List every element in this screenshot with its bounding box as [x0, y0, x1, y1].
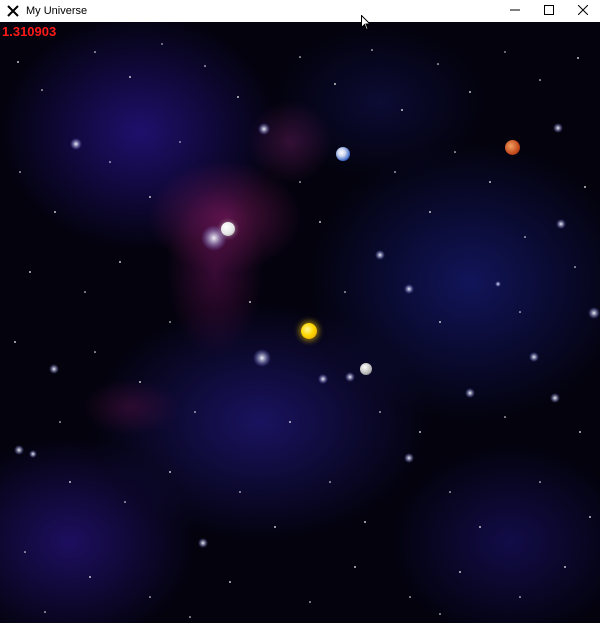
glow-star [529, 352, 539, 362]
glow-star [198, 538, 208, 548]
fps-counter: 1.310903 [2, 24, 57, 39]
minimize-button[interactable] [498, 0, 532, 22]
glow-star [404, 284, 414, 294]
glow-star [201, 225, 227, 251]
maximize-button[interactable] [532, 0, 566, 22]
glow-star [556, 219, 566, 229]
maximize-icon [544, 2, 554, 20]
window-title: My Universe [26, 5, 88, 17]
window-controls [498, 0, 600, 22]
glow-star [465, 388, 475, 398]
minimize-icon [510, 2, 520, 20]
x-logo-icon [6, 4, 20, 18]
glow-star [14, 445, 24, 455]
close-button[interactable] [566, 0, 600, 22]
close-icon [577, 2, 589, 20]
glow-star [553, 123, 563, 133]
glow-star [29, 450, 37, 458]
glow-star [495, 281, 501, 287]
render-viewport[interactable]: 1.310903 [0, 22, 600, 623]
glow-star [345, 372, 355, 382]
glow-star [588, 307, 600, 319]
glow-star [404, 453, 414, 463]
sun-planet[interactable] [301, 323, 317, 339]
glow-star [49, 364, 59, 374]
moon-planet[interactable] [221, 222, 235, 236]
glow-star [375, 250, 385, 260]
glow-star [258, 123, 270, 135]
grey-planet[interactable] [360, 363, 372, 375]
mars-planet[interactable] [505, 140, 520, 155]
earth-planet[interactable] [336, 147, 350, 161]
glow-star [70, 138, 82, 150]
glow-star [253, 349, 271, 367]
small-stars [14, 43, 591, 618]
title-bar[interactable]: My Universe [0, 0, 600, 22]
glow-star [318, 374, 328, 384]
starfield [14, 43, 600, 618]
mouse-cursor-icon [361, 14, 372, 31]
glow-star [550, 393, 560, 403]
